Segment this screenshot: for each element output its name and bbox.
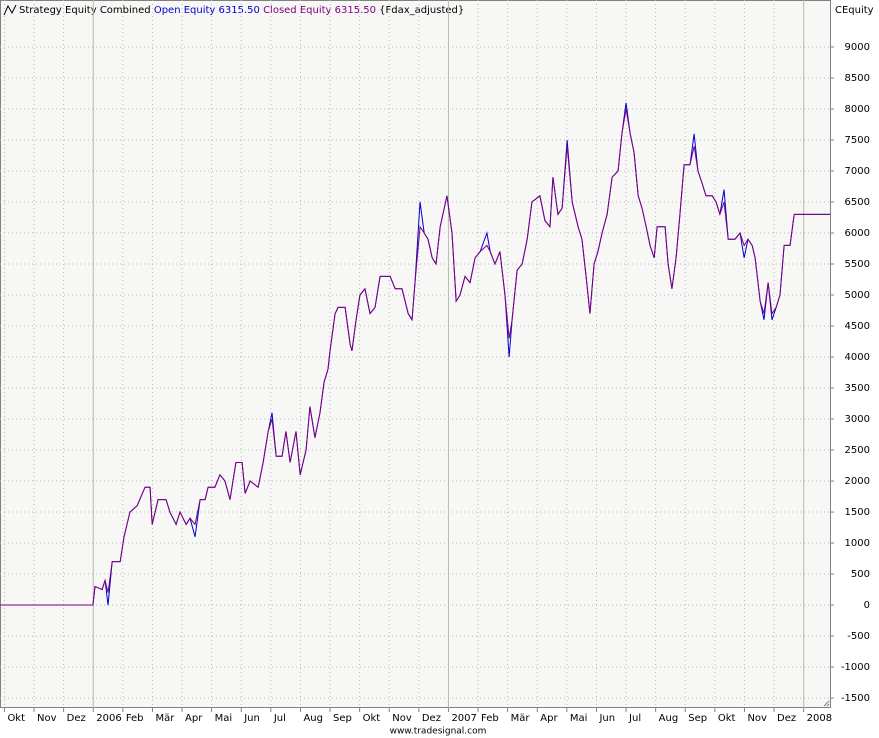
x-tick-label: Jun	[598, 713, 615, 724]
x-tick-label: 2008	[807, 713, 832, 724]
legend-entry: Closed Equity 6315.50	[263, 5, 376, 16]
x-tick-label: Dez	[422, 713, 441, 724]
y-tick-label: -1000	[841, 662, 870, 673]
y-tick-label: 0	[864, 600, 870, 611]
y-tick-label: 1000	[845, 538, 870, 549]
x-tick-label: Okt	[363, 713, 381, 724]
title-text: Strategy Equity Combined	[19, 5, 151, 16]
x-tick-label: 2006	[96, 713, 121, 724]
y-tick-label: 8500	[845, 73, 870, 84]
x-tick-label: Nov	[747, 713, 767, 724]
x-tick-label: Jun	[243, 713, 260, 724]
y-tick-label: 5500	[845, 259, 870, 270]
y-tick-label: 9000	[845, 42, 870, 53]
y-tick-label: 8000	[845, 104, 870, 115]
x-tick-label: Dez	[777, 713, 796, 724]
x-tick-label: 2007	[451, 713, 476, 724]
x-tick-label: Jul	[273, 713, 286, 724]
x-tick-label: Nov	[392, 713, 412, 724]
x-tick-label: Dez	[67, 713, 86, 724]
y-tick-label: 4000	[845, 352, 870, 363]
y-tick-label: 7000	[845, 166, 870, 177]
y-tick-label: 7500	[845, 135, 870, 146]
y-tick-label: 500	[851, 569, 870, 580]
x-tick-label: Feb	[481, 713, 499, 724]
y-tick-label: 2000	[845, 476, 870, 487]
y-tick-label: -500	[847, 631, 870, 642]
y-tick-label: 3000	[845, 414, 870, 425]
x-tick-label: Feb	[126, 713, 144, 724]
y-tick-label: 3500	[845, 383, 870, 394]
x-tick-label: Mai	[215, 713, 233, 724]
x-tick-label: Aug	[303, 713, 323, 724]
x-tick-label: Okt	[7, 713, 25, 724]
y-tick-label: 4500	[845, 321, 870, 332]
footer: www.tradesignal.com	[390, 727, 487, 737]
x-tick-label: Jul	[628, 713, 641, 724]
x-tick-label: Apr	[185, 713, 203, 724]
y-tick-label: 2500	[845, 445, 870, 456]
resize-grip	[823, 700, 830, 707]
x-tick-label: Mai	[570, 713, 588, 724]
x-tick-label: Mär	[155, 713, 175, 724]
y-tick-label: 1500	[845, 507, 870, 518]
subtitle: {Fdax_adjusted}	[379, 5, 464, 16]
x-tick-label: Apr	[540, 713, 558, 724]
y-axis-label: CEquity	[835, 5, 874, 16]
chart-icon	[3, 4, 17, 16]
x-tick-label: Nov	[37, 713, 57, 724]
x-tick-label: Okt	[718, 713, 736, 724]
x-tick-label: Aug	[659, 713, 679, 724]
x-tick-label: Sep	[333, 713, 352, 724]
chart-title: Strategy Equity Combined Open Equity 631…	[19, 5, 464, 16]
legend-entry: Open Equity 6315.50	[154, 5, 260, 16]
y-tick-label: 5000	[845, 290, 870, 301]
y-tick-label: 6500	[845, 197, 870, 208]
y-tick-label: -1500	[841, 693, 870, 704]
plot-area	[0, 0, 831, 708]
x-tick-label: Mär	[511, 713, 531, 724]
y-tick-label: 6000	[845, 228, 870, 239]
equity-line	[0, 108, 830, 606]
x-tick-label: Sep	[688, 713, 707, 724]
